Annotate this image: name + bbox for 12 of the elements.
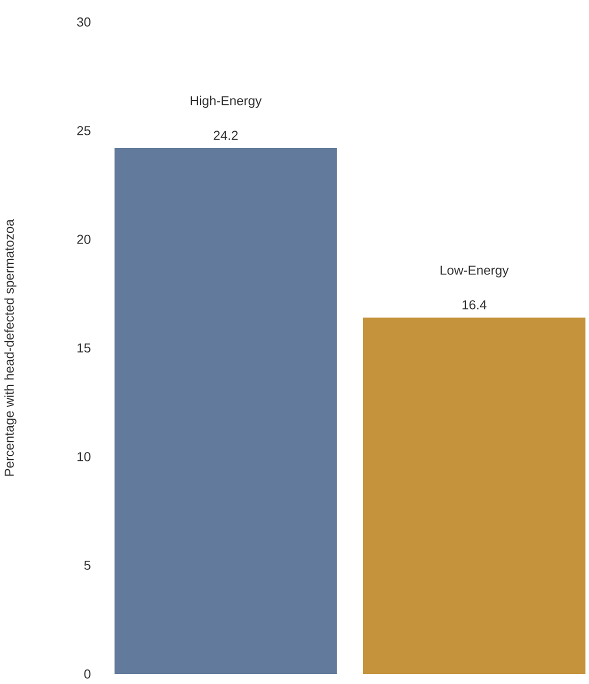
x-tick-label: Low-Energy xyxy=(440,266,509,278)
x-tick-label: High-Energy xyxy=(191,96,262,108)
y-tick-label: 15 xyxy=(78,343,91,353)
y-tick-label: 10 xyxy=(78,452,91,462)
data-label: 24.2 xyxy=(214,130,238,140)
y-tick-label: 5 xyxy=(84,560,91,570)
y-tick-label: 30 xyxy=(77,17,91,27)
y-tick-label: 20 xyxy=(77,234,91,244)
data-label: 16.4 xyxy=(462,300,487,310)
y-axis-title: Percentage with head-defected spermatozoa xyxy=(4,219,17,476)
y-tick-label: 25 xyxy=(77,126,91,136)
y-tick-label: 0 xyxy=(84,669,91,679)
